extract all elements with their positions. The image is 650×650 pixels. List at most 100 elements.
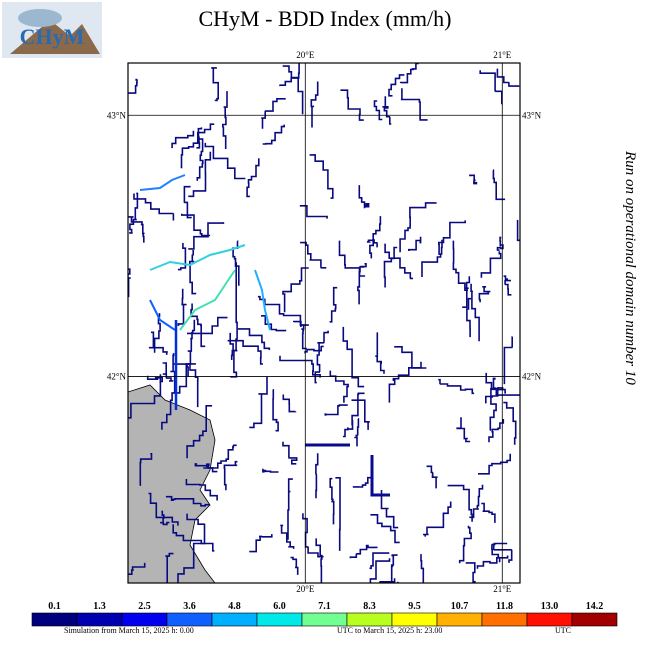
river <box>394 346 427 369</box>
map <box>128 63 520 583</box>
river <box>133 193 175 221</box>
river <box>329 286 338 323</box>
river <box>315 538 323 583</box>
river <box>280 524 295 549</box>
river <box>383 246 398 288</box>
river <box>496 68 520 87</box>
colorbar-box <box>391 612 438 627</box>
river <box>238 328 271 350</box>
river <box>503 275 512 296</box>
logo-cloud <box>18 9 62 27</box>
river <box>128 268 131 298</box>
river <box>456 417 471 443</box>
river <box>452 240 468 291</box>
lat-label: 42°N <box>522 372 542 382</box>
side-note: Run on operational domain number 10 <box>622 150 638 385</box>
river <box>146 375 163 383</box>
river <box>181 213 211 237</box>
river <box>227 339 263 365</box>
river <box>161 363 196 430</box>
colorbar-label: 3.6 <box>183 601 196 612</box>
river <box>426 465 438 489</box>
river <box>447 484 473 522</box>
colorbar-box <box>211 612 258 627</box>
river <box>300 241 327 269</box>
river <box>489 387 497 431</box>
river <box>186 513 205 525</box>
river <box>196 138 204 181</box>
footer-text: Simulation from March 15, 2025 h: 0.00 <box>64 626 194 635</box>
colorbar-label: 14.2 <box>586 601 604 612</box>
river <box>338 240 366 277</box>
river <box>171 130 195 149</box>
colorbar-label: 6.0 <box>273 601 286 612</box>
river <box>190 303 206 348</box>
river <box>183 185 192 219</box>
river <box>293 320 307 350</box>
colorbar-label: 0.1 <box>48 601 61 612</box>
colorbar-box <box>346 612 393 627</box>
lon-label: 21°E <box>493 50 512 60</box>
river <box>128 374 162 419</box>
colorbar-label: 7.1 <box>318 601 331 612</box>
river <box>358 185 370 209</box>
river <box>262 468 279 473</box>
river <box>188 151 212 198</box>
colorbar-label: 10.7 <box>451 601 469 612</box>
colorbar-box <box>301 612 348 627</box>
river <box>203 444 237 469</box>
footer-text: UTC to March 15, 2025 h: 23.00 <box>337 626 442 635</box>
river <box>282 267 309 313</box>
river <box>421 239 443 277</box>
river <box>478 453 511 475</box>
river <box>352 476 373 488</box>
river-highlight <box>254 269 271 331</box>
river <box>286 478 293 540</box>
colorbar-label: 2.5 <box>138 601 151 612</box>
lat-label: 43°N <box>522 110 542 120</box>
river <box>492 169 506 201</box>
river <box>370 514 400 544</box>
river <box>261 98 286 129</box>
river <box>373 100 383 121</box>
river-highlight <box>149 299 176 331</box>
river <box>187 316 228 335</box>
river <box>315 453 319 499</box>
colorbar-label: 11.8 <box>496 601 513 612</box>
river <box>128 562 146 578</box>
river <box>282 441 298 465</box>
river <box>384 243 413 280</box>
river <box>177 288 187 326</box>
river <box>503 336 513 385</box>
river <box>485 387 504 404</box>
colorbar-box <box>436 612 483 627</box>
river <box>148 492 179 526</box>
river <box>172 524 215 552</box>
lon-label: 20°E <box>296 584 315 594</box>
colorbar-label: 9.5 <box>408 601 421 612</box>
river <box>204 142 246 180</box>
river <box>272 389 279 432</box>
river <box>282 394 297 413</box>
river <box>466 297 472 338</box>
river <box>480 251 502 278</box>
river <box>388 74 405 97</box>
river <box>128 216 145 243</box>
river <box>165 552 174 583</box>
river <box>465 562 476 583</box>
river <box>420 554 425 583</box>
river <box>408 236 422 251</box>
river <box>186 405 213 459</box>
river <box>324 404 348 416</box>
river <box>458 525 472 564</box>
river <box>476 555 509 569</box>
river <box>379 578 396 583</box>
river <box>189 250 197 295</box>
colorbar-label: 4.8 <box>228 601 241 612</box>
river <box>516 219 520 242</box>
colorbar-box <box>31 612 78 627</box>
land-mask <box>128 384 216 583</box>
river <box>399 202 437 253</box>
river <box>299 205 328 219</box>
river <box>390 554 398 583</box>
